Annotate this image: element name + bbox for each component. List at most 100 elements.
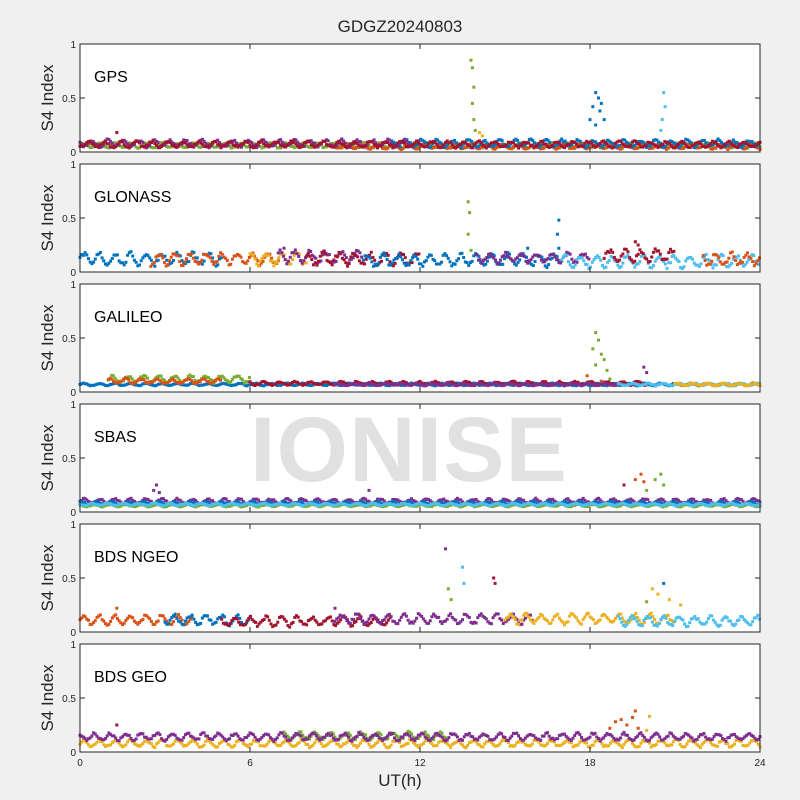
data-point xyxy=(192,251,196,255)
data-point xyxy=(442,504,446,508)
data-point xyxy=(467,144,471,148)
data-point xyxy=(418,501,422,505)
data-point xyxy=(294,502,298,506)
data-point xyxy=(340,501,344,505)
data-point xyxy=(743,383,747,387)
data-point xyxy=(172,382,175,386)
data-point xyxy=(716,258,720,262)
data-point xyxy=(289,504,293,508)
data-point xyxy=(653,145,657,149)
data-point xyxy=(236,381,240,385)
plot-area xyxy=(80,404,760,512)
data-point xyxy=(497,138,501,142)
data-point xyxy=(588,383,592,387)
data-point xyxy=(523,147,527,151)
data-point xyxy=(432,383,436,387)
data-point xyxy=(688,500,692,504)
data-point xyxy=(131,254,135,258)
data-point xyxy=(129,500,133,504)
data-point xyxy=(651,146,655,150)
data-point xyxy=(501,262,505,266)
data-point xyxy=(195,502,199,506)
data-point xyxy=(573,379,577,383)
data-point xyxy=(616,382,620,386)
data-point xyxy=(503,144,507,148)
data-point xyxy=(226,383,230,387)
data-point xyxy=(440,500,444,504)
data-point xyxy=(284,503,288,507)
data-point xyxy=(693,500,697,504)
data-point xyxy=(112,503,116,507)
data-point xyxy=(722,503,726,507)
data-point xyxy=(134,383,138,387)
data-point xyxy=(498,383,502,387)
data-point xyxy=(469,248,473,252)
data-point xyxy=(420,138,424,142)
data-point xyxy=(619,265,623,269)
data-point xyxy=(416,147,420,151)
data-point xyxy=(498,258,502,262)
data-point xyxy=(332,258,336,262)
data-point xyxy=(756,141,760,145)
data-point xyxy=(568,503,572,507)
data-point xyxy=(245,504,249,508)
data-point xyxy=(393,499,396,503)
data-point xyxy=(335,144,339,148)
data-point xyxy=(572,265,576,269)
data-point xyxy=(663,140,667,144)
data-point xyxy=(343,381,347,385)
data-point xyxy=(597,255,601,259)
data-point xyxy=(325,143,328,147)
data-point xyxy=(654,384,658,388)
data-point xyxy=(93,502,97,506)
data-point xyxy=(204,145,208,149)
data-point xyxy=(262,142,266,146)
data-point xyxy=(138,384,141,388)
data-point xyxy=(126,145,130,149)
data-point xyxy=(95,500,99,504)
data-point xyxy=(328,144,332,148)
data-point xyxy=(163,382,167,386)
data-point xyxy=(411,502,415,506)
data-point xyxy=(255,503,259,507)
data-point xyxy=(200,383,204,387)
data-point xyxy=(678,141,682,145)
data-point xyxy=(129,504,133,508)
data-point xyxy=(313,502,317,506)
data-point xyxy=(183,141,187,145)
data-point xyxy=(529,143,532,147)
data-point xyxy=(693,503,697,507)
data-point xyxy=(585,502,589,506)
data-point xyxy=(350,142,354,146)
data-point xyxy=(547,497,551,501)
data-point xyxy=(160,500,164,504)
data-point xyxy=(590,144,594,148)
data-point xyxy=(462,501,466,505)
data-point xyxy=(486,384,490,388)
data-point xyxy=(211,504,215,508)
data-point xyxy=(146,143,150,147)
data-point xyxy=(258,383,262,387)
data-point xyxy=(250,145,254,149)
data-point xyxy=(484,262,488,266)
data-point xyxy=(654,144,658,148)
data-point xyxy=(544,142,548,146)
data-point xyxy=(313,143,317,147)
data-point xyxy=(599,352,603,356)
data-point xyxy=(432,502,436,506)
data-point xyxy=(265,381,269,385)
data-point xyxy=(734,503,738,507)
data-point xyxy=(325,145,328,149)
data-point xyxy=(387,382,391,386)
data-point xyxy=(741,504,745,508)
data-point xyxy=(222,376,226,380)
data-point xyxy=(268,141,272,145)
data-point xyxy=(250,141,254,145)
data-point xyxy=(692,261,696,265)
data-point xyxy=(565,250,569,254)
data-point xyxy=(289,502,293,506)
data-point xyxy=(716,383,719,387)
data-point xyxy=(195,382,199,386)
data-point xyxy=(727,146,731,150)
data-point xyxy=(440,504,444,508)
